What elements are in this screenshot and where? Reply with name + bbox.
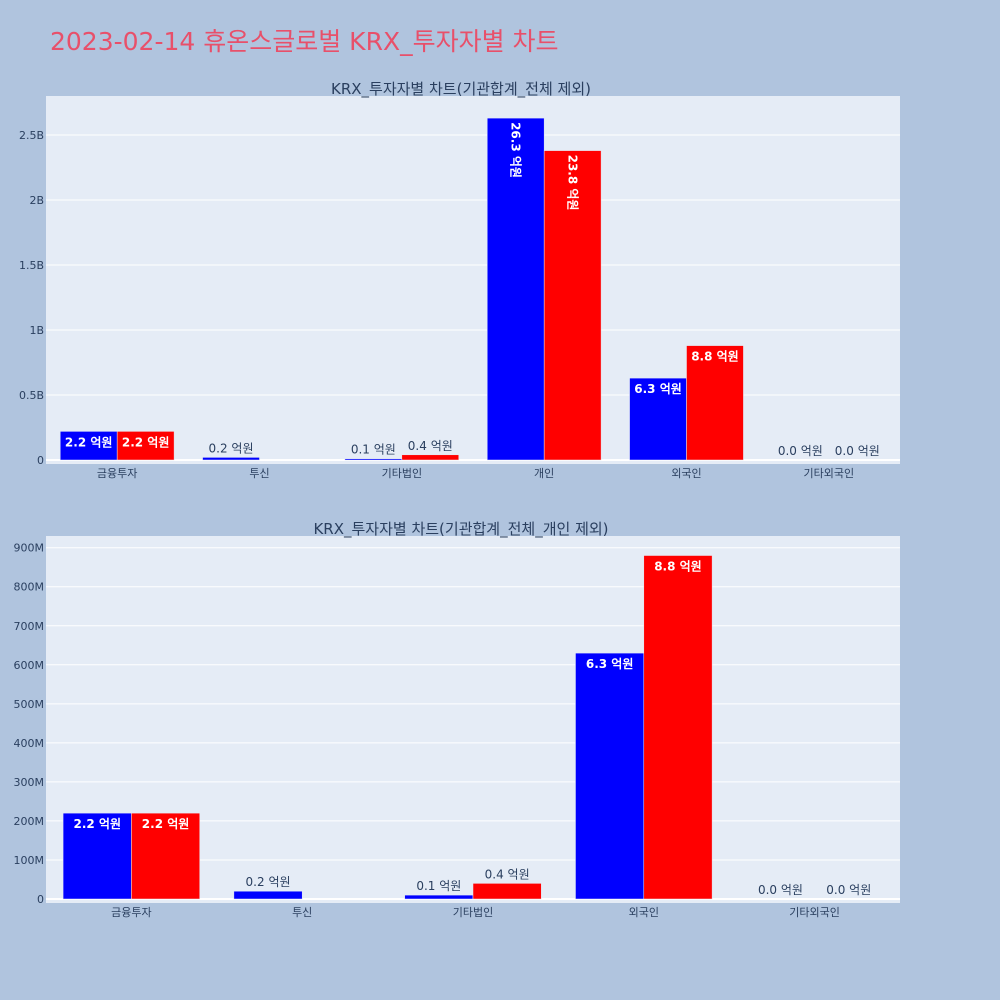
data-label: 2.2 억원 [65,435,113,449]
x-tick-label: 기타법인 [453,906,493,919]
y-tick-label: 400M [14,737,45,750]
bar [404,894,474,900]
data-label: 8.8 억원 [654,560,702,574]
subplot-title: KRX_투자자별 차트(기관합계_전체_개인 제외) [313,520,608,539]
data-label: 6.3 억원 [586,657,634,671]
bar [472,883,542,900]
y-tick-label: 100M [14,854,45,867]
y-tick-label: 300M [14,776,45,789]
subplot-title: KRX_투자자별 차트(기관합계_전체 제외) [331,80,591,99]
y-tick-label: 700M [14,620,45,633]
data-label: 0.0 억원 [758,883,803,897]
data-label: 0.2 억원 [209,441,254,455]
y-tick-label: 1.5B [19,259,44,272]
y-tick-label: 500M [14,698,45,711]
chart-1: 0 0.5B 1B 1.5B 2B 2.5B KRX_투자자별 차트(기관합계_전체 제외)… [19,80,900,480]
data-label: 2.2 억원 [142,817,190,831]
data-label: 0.4 억원 [485,867,530,881]
x-tick-label: 투신 [292,906,312,919]
x-tick-label: 투신 [249,467,269,480]
bar [116,431,175,461]
y-tick-label: 0 [37,454,44,467]
page-title: 2023-02-14 휴온스글로벌 KRX_투자자별 차트 [50,27,559,56]
data-label: 2.2 억원 [73,817,121,831]
bar [643,555,713,900]
y-tick-label: 2B [29,194,44,207]
bar [202,457,260,461]
data-label: 0.1 억원 [416,879,461,893]
x-tick-label: 기타법인 [382,467,422,480]
x-tick-label: 기타외국인 [789,906,840,919]
data-label: 26.3 억원 [509,122,523,178]
plot-background [46,96,900,464]
bar [401,454,460,461]
x-tick-label: 금융투자 [111,906,151,919]
data-label: 0.0 억원 [826,883,871,897]
y-tick-label: 800M [14,581,45,594]
data-label: 0.0 억원 [778,444,823,458]
x-tick-label: 금융투자 [97,467,137,480]
bar [344,458,403,461]
y-tick-label: 0.5B [19,389,44,402]
y-tick-label: 200M [14,815,45,828]
data-label: 0.2 억원 [246,875,291,889]
data-label: 0.0 억원 [835,444,880,458]
x-tick-label: 기타외국인 [804,467,855,480]
bar [62,812,132,900]
data-label: 8.8 억원 [691,350,739,364]
y-tick-label: 0 [37,893,44,906]
chart-2: 0 100M 200M 300M 400M 500M 600M 700M 800M 900M KRX… [14,520,900,919]
bar [543,150,602,461]
data-label: 6.3 억원 [634,382,682,396]
bar [629,377,687,461]
bar [131,812,200,900]
y-tick-label: 1B [29,324,44,337]
x-tick-label: 개인 [534,467,554,480]
data-label: 2.2 억원 [122,435,170,449]
x-tick-label: 외국인 [629,906,659,919]
y-tick-label: 900M [14,542,45,555]
bar [686,345,744,461]
y-tick-label: 600M [14,659,45,672]
x-tick-label: 외국인 [671,467,701,480]
data-label: 0.4 억원 [408,439,453,453]
data-label: 0.1 억원 [351,443,396,457]
bar [233,890,303,900]
data-label: 23.8 억원 [566,155,580,211]
y-tick-label: 2.5B [19,129,44,142]
bar [486,117,545,461]
bar [575,652,645,900]
